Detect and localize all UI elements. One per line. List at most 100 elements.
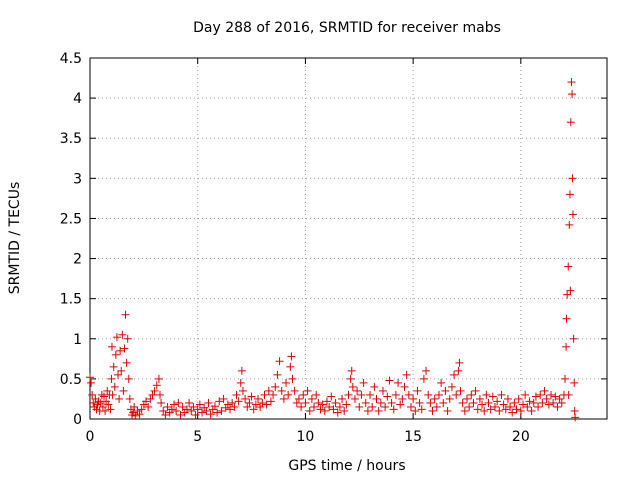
data-point [294,394,303,403]
data-point [557,398,566,407]
data-point [198,408,207,417]
data-point [264,386,273,395]
data-point [497,390,506,399]
data-point [529,398,538,407]
data-point [167,405,176,414]
chart-title: Day 288 of 2016, SRMTID for receiver mab… [193,20,501,36]
data-point [182,405,191,414]
data-point [234,397,243,406]
data-point [236,378,245,387]
data-point [553,402,562,411]
data-point [455,358,464,367]
data-point [396,400,405,409]
data-point [88,390,97,399]
data-point [506,402,515,411]
y-tick-label: 2 [73,252,82,268]
data-point [562,314,571,323]
data-point [238,386,247,395]
data-point [544,400,553,409]
data-point [200,403,209,412]
data-point [258,398,267,407]
data-point [290,386,299,395]
data-point [103,386,112,395]
y-tick-label: 0 [73,412,82,428]
data-point [378,386,387,395]
data-point [98,402,107,411]
data-point [180,408,189,417]
data-point [237,366,246,375]
x-tick-label: 20 [512,429,530,445]
data-point [106,405,115,414]
data-point [460,406,469,415]
x-axis-title: GPS time / hours [288,458,405,474]
grid-lines [90,58,607,419]
data-point [413,386,422,395]
data-point [230,402,239,411]
data-point [215,397,224,406]
data-point [523,402,532,411]
data-point [568,174,577,183]
data-point [122,358,131,367]
data-point [495,406,504,415]
data-point [146,394,155,403]
data-point [314,398,323,407]
data-point [454,366,463,375]
data-point [178,402,187,411]
data-point [359,378,368,387]
data-point [344,390,353,399]
data-point [555,394,564,403]
data-point [458,398,467,407]
y-tick-label: 3.5 [60,131,82,147]
data-point [473,405,482,414]
data-point [254,394,263,403]
data-point [484,398,493,407]
data-point [437,378,446,387]
data-point [512,405,521,414]
data-point [430,394,439,403]
y-tick-label: 4.5 [60,51,82,67]
data-point [534,402,543,411]
data-point [191,410,200,419]
data-point [279,394,288,403]
data-point [527,406,536,415]
data-point [159,406,168,415]
data-point [567,78,576,87]
data-point [499,400,508,409]
data-point [129,408,138,417]
data-point [546,390,555,399]
data-point [115,394,124,403]
x-tick-labels: 0 5 10 15 20 [86,429,530,445]
data-point [316,405,325,414]
data-point [510,398,519,407]
data-point [271,382,280,391]
data-point [189,402,198,411]
data-point [402,370,411,379]
data-point [154,374,163,383]
data-point [514,394,523,403]
data-point [241,394,250,403]
data-point [100,392,109,401]
data-point [564,390,573,399]
data-point [374,406,383,415]
data-point [568,210,577,219]
data-point [176,410,185,419]
data-point [125,394,134,403]
data-point [348,382,357,391]
y-tick-label: 2.5 [60,211,82,227]
data-point [170,400,179,409]
data-point [383,392,392,401]
data-point [94,397,103,406]
data-point [277,386,286,395]
data-point [135,410,144,419]
data-point [110,382,119,391]
data-point [400,382,409,391]
data-point [387,398,396,407]
data-point [86,373,94,382]
data-point [112,333,121,342]
data-point [232,390,241,399]
data-point [266,397,275,406]
data-point [137,405,146,414]
data-point [493,397,502,406]
data-point [549,398,558,407]
